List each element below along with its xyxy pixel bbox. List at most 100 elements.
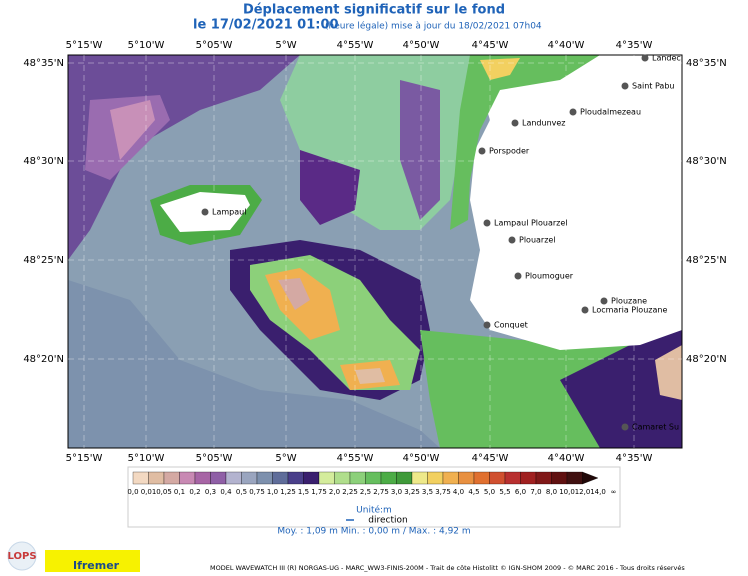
- lon-label: 4°45'W: [472, 453, 509, 464]
- place-label: Lampaul Plouarzel: [494, 219, 568, 228]
- legend-label: 2,75: [373, 488, 389, 496]
- legend-swatch: [179, 471, 196, 485]
- legend-label: 3,5: [422, 488, 433, 496]
- direction-label: direction: [368, 516, 407, 526]
- lon-label: 4°50'W: [403, 40, 440, 51]
- legend-label: 6,0: [515, 488, 526, 496]
- place-label: Ploudalmezeau: [580, 108, 641, 117]
- legend-label: 2,5: [360, 488, 371, 496]
- legend-swatch: [256, 471, 273, 485]
- place-label: Lampaul: [212, 208, 246, 217]
- legend-swatch: [148, 471, 165, 485]
- lon-label: 4°55'W: [337, 40, 374, 51]
- place-label: Plouarzel: [519, 236, 556, 245]
- legend-swatch: [241, 471, 258, 485]
- legend-label: 1,0: [267, 488, 278, 496]
- lat-label: 48°30'N: [23, 156, 64, 167]
- place-dot: [483, 219, 491, 227]
- lat-label: 48°25'N: [686, 255, 727, 266]
- lon-label: 4°35'W: [616, 40, 653, 51]
- legend-swatch: [272, 471, 289, 485]
- legend-label: 2,0: [329, 488, 340, 496]
- lon-label: 5°10'W: [128, 40, 165, 51]
- legend-label: 1,75: [311, 488, 327, 496]
- lat-label: 48°35'N: [686, 58, 727, 69]
- legend-swatch: [396, 471, 413, 485]
- date: le 17/02/2021 01:00: [193, 18, 339, 33]
- legend-label: 5,0: [484, 488, 495, 496]
- lon-label: 4°55'W: [337, 453, 374, 464]
- lon-label: 5°10'W: [128, 453, 165, 464]
- legend-swatch: [365, 471, 382, 485]
- place-dot: [483, 321, 491, 329]
- legend-label: 4,5: [468, 488, 479, 496]
- legend-swatch: [334, 471, 351, 485]
- legend-swatch: [318, 471, 335, 485]
- place-dot: [569, 108, 577, 116]
- legend-label: 0,05: [156, 488, 172, 496]
- unit: Unité:m: [356, 505, 392, 516]
- legend-label: 0,01: [141, 488, 157, 496]
- legend-label: 0,2: [189, 488, 200, 496]
- legend-label: 12,0: [575, 488, 591, 496]
- legend: Unité:m direction Moy. : 1,09 m Min. : 0…: [127, 466, 621, 537]
- place-dot: [641, 54, 649, 62]
- legend-label: 4,0: [453, 488, 464, 496]
- place-dot: [511, 119, 519, 127]
- title: Déplacement significatif sur le fond: [243, 3, 505, 18]
- legend-label: 0,1: [174, 488, 185, 496]
- lat-label: 48°30'N: [686, 156, 727, 167]
- legend-label: 3,0: [391, 488, 402, 496]
- lon-label: 5°W: [275, 40, 296, 51]
- legend-swatch: [287, 471, 304, 485]
- place-label: Camaret Su: [632, 423, 679, 432]
- legend-swatch: [566, 471, 583, 485]
- lon-label: 4°40'W: [548, 40, 585, 51]
- lon-label: 4°50'W: [403, 453, 440, 464]
- lat-label: 48°20'N: [686, 354, 727, 365]
- legend-swatch: [427, 471, 444, 485]
- lon-label: 5°W: [275, 453, 296, 464]
- legend-label: 8,0: [546, 488, 557, 496]
- lat-label: 48°35'N: [23, 58, 64, 69]
- place-dot: [201, 208, 209, 216]
- lon-label: 4°40'W: [548, 453, 585, 464]
- legend-swatch: [194, 471, 211, 485]
- legend-label: 1,5: [298, 488, 309, 496]
- legend-label: 10,0: [559, 488, 575, 496]
- place-dot: [600, 297, 608, 305]
- legend-label: 14,0: [590, 488, 606, 496]
- legend-swatch: [225, 471, 242, 485]
- legend-label: 7,0: [530, 488, 541, 496]
- legend-label: 1,25: [280, 488, 296, 496]
- ifremer-logo: Ifremer: [73, 559, 120, 572]
- legend-swatch: [520, 471, 537, 485]
- legend-swatch: [132, 471, 149, 485]
- place-dot: [621, 82, 629, 90]
- lat-label: 48°20'N: [23, 354, 64, 365]
- legend-swatch: [458, 471, 475, 485]
- place-label: Porspoder: [489, 147, 530, 156]
- place-dot: [478, 147, 486, 155]
- legend-label: 0,5: [236, 488, 247, 496]
- legend-swatch: [582, 471, 599, 485]
- lon-label: 4°45'W: [472, 40, 509, 51]
- legend-swatch: [551, 471, 568, 485]
- place-label: Plouzane: [611, 297, 647, 306]
- legend-label: 0,4: [220, 488, 232, 496]
- legend-label: 2,25: [342, 488, 358, 496]
- map-frame: [67, 54, 683, 449]
- place-dot: [514, 272, 522, 280]
- legend-swatch: [489, 471, 506, 485]
- place-label: Landunvez: [522, 119, 566, 128]
- legend-swatch: [442, 471, 459, 485]
- legend-swatch: [473, 471, 490, 485]
- legend-label: 0,0: [127, 488, 138, 496]
- lon-label: 4°35'W: [616, 453, 653, 464]
- legend-label: 0,3: [205, 488, 216, 496]
- stats: Moy. : 1,09 m Min. : 0,00 m / Max. : 4,9…: [277, 527, 470, 537]
- place-label: Conquet: [494, 321, 528, 330]
- legend-label: 5,5: [499, 488, 510, 496]
- legend-swatch: [535, 471, 552, 485]
